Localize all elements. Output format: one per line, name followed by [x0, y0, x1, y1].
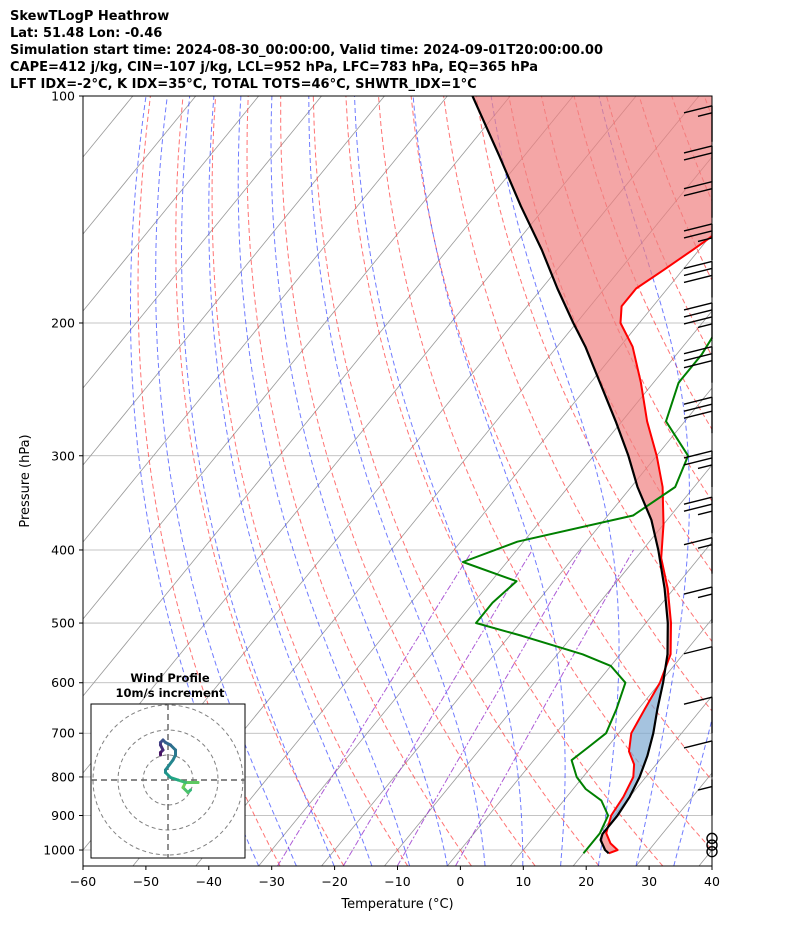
wind-barb-800	[683, 740, 713, 777]
wind-barb-380	[683, 496, 713, 534]
dry-adiabat-40	[378, 96, 712, 851]
temperature-line	[605, 235, 712, 855]
hodograph	[91, 704, 245, 858]
wind-barb-280	[683, 396, 713, 434]
x-tick-label--10: −10	[384, 874, 410, 889]
moist-adiabat--12	[208, 96, 373, 866]
y-tick-label-900: 900	[51, 808, 75, 823]
x-tick-label-10: 10	[515, 874, 531, 889]
moist-adiabat-24	[490, 96, 620, 866]
dry-adiabat--20	[175, 96, 345, 866]
wind-barb-430	[683, 536, 713, 574]
y-axis-label: Pressure (hPa)	[18, 434, 33, 527]
isotherm-20	[572, 695, 712, 866]
wind-barb-240	[683, 346, 713, 383]
y-tick-label-1000: 1000	[43, 843, 75, 858]
x-tick-label-20: 20	[578, 874, 594, 889]
isotherm--90	[83, 96, 511, 620]
isotherm--120	[83, 96, 322, 389]
isotherm--40	[195, 233, 712, 866]
mixing-ratio-0.4	[277, 549, 474, 866]
hodograph-title: Wind Profile	[130, 671, 210, 685]
title-line-location: Lat: 51.48 Lon: -0.46	[10, 26, 163, 41]
figure-title: SkewTLogP Heathrow Lat: 51.48 Lon: -0.46…	[10, 8, 603, 93]
moist-adiabat--18	[180, 96, 335, 866]
y-tick-label-700: 700	[51, 726, 75, 741]
isotherm--80	[83, 96, 574, 697]
cin-area	[472, 96, 712, 669]
isotherm-40	[698, 849, 712, 866]
moist-adiabat-12	[354, 96, 524, 866]
dry-adiabat-50	[410, 96, 712, 782]
dry-adiabat--10	[211, 96, 409, 866]
x-tick-label-30: 30	[641, 874, 657, 889]
title-line-times: Simulation start time: 2024-08-30_00:00:…	[10, 43, 603, 58]
y-tick-label-300: 300	[51, 448, 75, 463]
hodograph-subtitle: 10m/s increment	[116, 686, 225, 700]
isotherm--130	[83, 96, 259, 312]
moist-adiabat-30	[598, 96, 691, 866]
isotherm--160	[0, 96, 70, 866]
y-tick-label-800: 800	[51, 769, 75, 784]
moist-adiabat-6	[308, 96, 486, 866]
x-tick-label--20: −20	[321, 874, 347, 889]
x-tick-label--40: −40	[196, 874, 222, 889]
profile-lines	[461, 96, 712, 855]
isotherm--140	[83, 96, 197, 235]
cape-area	[608, 668, 666, 827]
dry-adiabat-140	[703, 96, 712, 119]
parcel-line	[471, 96, 669, 855]
dry-adiabat--30	[137, 96, 281, 866]
dry-adiabat-160	[769, 96, 794, 866]
title-line-cape: CAPE=412 j/kg, CIN=-107 j/kg, LCL=952 hP…	[10, 60, 538, 75]
y-tick-label-200: 200	[51, 315, 75, 330]
isotherm--100	[83, 96, 448, 543]
dry-adiabat-20	[312, 96, 600, 866]
dry-adiabat-10	[280, 96, 536, 866]
wind-barb-900	[697, 779, 713, 816]
wind-barb-210	[683, 302, 713, 339]
x-tick-label-0: 0	[456, 874, 464, 889]
title-line-station: SkewTLogP Heathrow	[10, 9, 170, 24]
x-tick-label--60: −60	[70, 874, 96, 889]
x-tick-label--50: −50	[133, 874, 159, 889]
hodograph-segment-11	[164, 758, 175, 772]
y-tick-label-400: 400	[51, 542, 75, 557]
mixing-ratio-1	[342, 549, 533, 866]
wind-barb-700	[683, 696, 713, 734]
y-tick-label-100: 100	[51, 89, 75, 104]
y-tick-label-500: 500	[51, 616, 75, 631]
moist-adiabat-0	[270, 96, 448, 866]
moist-adiabat--24	[155, 96, 297, 866]
dry-adiabat-0	[246, 96, 472, 866]
y-tick-label-600: 600	[51, 675, 75, 690]
mixing-ratio-2	[396, 549, 582, 866]
isotherm--110	[83, 96, 385, 466]
wind-barb-500	[683, 586, 713, 624]
moist-adiabat--6	[237, 96, 411, 866]
mixing-ratio-4	[455, 549, 634, 866]
x-tick-label-40: 40	[704, 874, 720, 889]
isotherm-0	[447, 541, 712, 866]
x-tick-label--30: −30	[259, 874, 285, 889]
wind-barb-600	[683, 646, 713, 683]
dry-adiabat-30	[345, 96, 664, 866]
dry-adiabat-70	[475, 96, 712, 643]
dry-adiabat-150	[737, 96, 794, 866]
wind-barb-185	[683, 260, 713, 298]
x-axis-label: Temperature (°C)	[340, 897, 453, 912]
isotherm--30	[258, 310, 712, 866]
title-line-indices: LFT IDX=-2°C, K IDX=35°C, TOTAL TOTS=46°…	[10, 77, 477, 92]
dewpoint-line	[461, 335, 712, 854]
